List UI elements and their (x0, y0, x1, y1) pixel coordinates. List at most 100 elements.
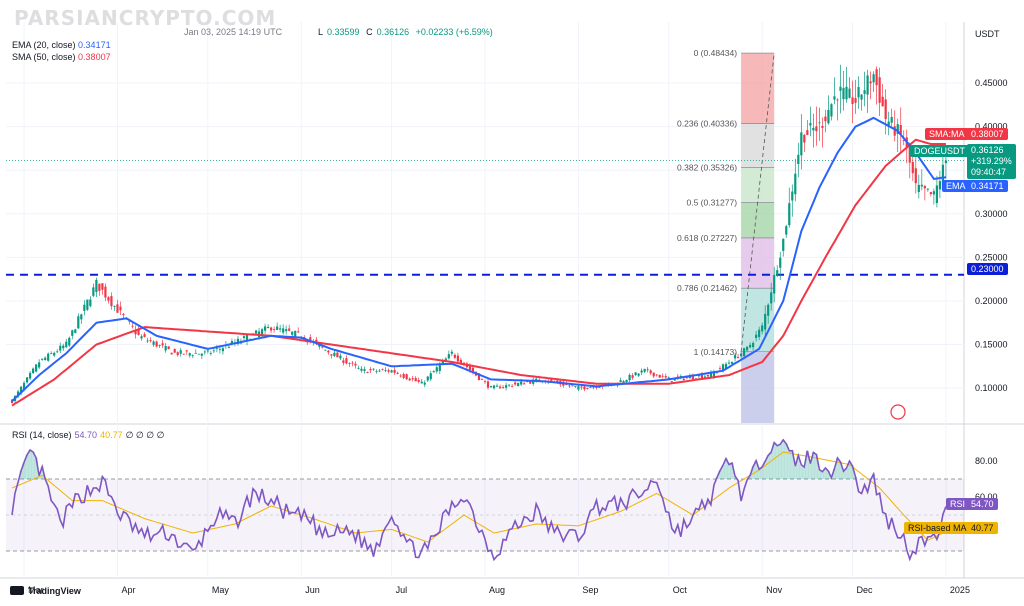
candle-body (68, 337, 71, 346)
candle-body (254, 330, 258, 334)
candle-body (393, 369, 396, 373)
ohlc-close-label: C (366, 27, 373, 37)
candle-body (694, 378, 697, 380)
candle-body (65, 341, 68, 348)
rsi-overbought-fill (733, 476, 737, 479)
tradingview-brand[interactable]: TradingView (10, 586, 81, 596)
rsi-overbought-fill (811, 452, 815, 479)
candle-body (282, 328, 285, 333)
bar-countdown: 09:40:47 (971, 167, 1007, 177)
candle-body (508, 384, 511, 386)
last-price-box: 0.36126 +319.29% 09:40:47 (967, 144, 1016, 179)
candle-body (158, 344, 161, 346)
candle-body (869, 81, 872, 84)
candle-body (709, 372, 713, 378)
ohlc-low: 0.33599 (327, 27, 360, 37)
candle-body (706, 374, 710, 377)
candle-body (598, 387, 601, 389)
time-tick-label: Mar (28, 585, 44, 595)
rsi-ma-price-name: RSI-based MA (904, 522, 971, 534)
candle-body (881, 96, 884, 107)
candle-body (480, 379, 484, 380)
candle-body (203, 351, 206, 353)
candle-body (764, 313, 767, 330)
rsi-overbought-fill (808, 463, 812, 479)
rsi-ma-legend-value: 40.77 (100, 430, 123, 440)
rsi-overbought-fill (805, 450, 809, 479)
candle-body (498, 386, 502, 389)
rsi-overbought-fill (25, 454, 29, 479)
candle-body (10, 399, 14, 404)
candle-body (71, 330, 74, 336)
candle-body (860, 94, 863, 100)
chart-background (0, 22, 1024, 578)
candle-body (134, 329, 137, 335)
rsi-overbought-fill (751, 466, 755, 479)
rsi-overbought-fill (757, 469, 761, 479)
candle-body (230, 341, 234, 343)
last-price-value: 0.36126 (971, 145, 1004, 155)
currency-label[interactable]: USDT (975, 29, 1000, 39)
rsi-overbought-fill (796, 455, 800, 479)
candle-body (315, 339, 318, 343)
candle-body (155, 341, 158, 347)
candle-body (113, 305, 116, 307)
candle-body (788, 203, 791, 226)
rsi-overbought-fill (724, 458, 728, 479)
candle-body (872, 74, 875, 83)
rsi-overbought-fill (835, 458, 840, 479)
candle-body (29, 372, 32, 379)
sma-legend[interactable]: SMA (50, close) 0.38007 (12, 52, 111, 62)
candle-body (25, 377, 29, 383)
candle-body (188, 353, 191, 356)
candle-body (755, 334, 758, 339)
candle-body (742, 348, 746, 357)
candle-body (770, 292, 773, 304)
candle-body (529, 381, 532, 384)
candle-body (408, 378, 411, 381)
candle-body (185, 350, 188, 352)
candle-body (664, 376, 667, 378)
candle-body (56, 351, 59, 353)
ema-legend[interactable]: EMA (20, close) 0.34171 (12, 40, 111, 50)
ohlc-readout: L 0.33599 C 0.36126 +0.02233 (+6.59%) (318, 27, 497, 37)
candle-body (724, 363, 728, 369)
candle-body (59, 345, 62, 351)
candle-body (745, 346, 749, 351)
rsi-legend[interactable]: RSI (14, close) 54.70 40.77 ∅ ∅ ∅ ∅ (12, 430, 164, 441)
candle-body (634, 372, 637, 375)
candle-body (568, 385, 571, 387)
candle-body (911, 161, 914, 174)
rsi-tick-label: 80.00 (975, 456, 998, 466)
price-tick-label: 0.45000 (975, 78, 1008, 88)
rsi-overbought-fill (802, 467, 806, 479)
candle-body (730, 362, 734, 364)
candle-body (797, 154, 800, 164)
candle-body (194, 352, 197, 354)
candle-body (161, 343, 164, 346)
ema-price-value: 0.34171 (967, 180, 1008, 192)
rsi-overbought-fill (730, 462, 734, 479)
candle-body (450, 351, 453, 354)
candle-body (200, 353, 203, 356)
rsi-overbought-fill (748, 475, 752, 479)
candle-body (41, 358, 44, 360)
candle-body (260, 329, 264, 335)
candle-body (318, 344, 321, 347)
last-price-name: DOGEUSDT (910, 145, 970, 157)
candle-body (619, 380, 622, 383)
rsi-overbought-fill (787, 450, 791, 479)
candle-body (411, 378, 414, 380)
price-tick-label: 0.40000 (975, 122, 1008, 132)
candle-body (938, 181, 941, 190)
candle-body (489, 386, 493, 388)
candle-body (625, 379, 628, 383)
candle-body (917, 184, 920, 193)
rsi-price-value: 54.70 (967, 498, 998, 510)
candle-body (839, 86, 842, 91)
rsi-overbought-fill (772, 442, 776, 479)
candle-body (785, 226, 788, 235)
candle-body (426, 376, 429, 381)
candle-body (652, 372, 655, 377)
candle-body (378, 370, 381, 372)
